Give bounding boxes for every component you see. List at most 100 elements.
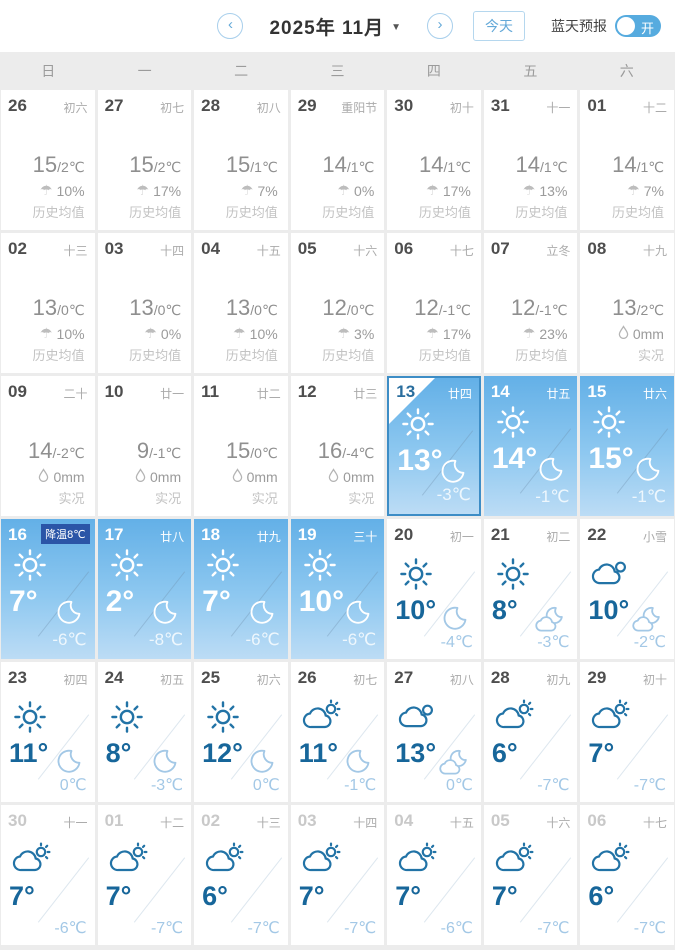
cell-head: 29 初十 <box>580 662 674 688</box>
calendar-cell[interactable]: 12 廿三 16/-4℃ 0mm 实况 <box>290 376 385 516</box>
month-selector[interactable]: 2025年 11月 ▼ <box>269 13 401 40</box>
calendar-cell[interactable]: 26 初六 15/2℃ ☂ 10% 历史均值 <box>1 90 95 230</box>
data-source-note: 历史均值 <box>225 348 278 363</box>
calendar-cell[interactable]: 25 初六 12° 0℃ <box>194 662 288 802</box>
calendar-cell[interactable]: 04 十五 7° -6℃ <box>387 805 481 945</box>
cell-date: 13 <box>396 382 416 401</box>
partly-icon <box>109 842 149 881</box>
cell-head: 06 十七 <box>580 805 674 831</box>
night-temperature: -7℃ <box>247 920 280 937</box>
night-temperature: 0℃ <box>445 777 473 794</box>
cell-head: 29 重阳节 <box>291 90 385 116</box>
umbrella-icon: ☂ <box>627 182 640 198</box>
day-temperature: 7° <box>491 881 518 911</box>
calendar-cell[interactable]: 13 廿四 13° -3℃ <box>387 376 481 516</box>
calendar-cell[interactable]: 08 十九 13/2℃ 0mm 实况 <box>580 233 674 373</box>
calendar-cell[interactable]: 03 十四 7° -7℃ <box>290 805 385 945</box>
prev-month-button[interactable]: ‹ <box>217 13 244 39</box>
night-temperature: -3℃ <box>436 485 471 504</box>
calendar-cell[interactable]: 07 立冬 12/-1℃ ☂ 23% 历史均值 <box>483 233 578 373</box>
calendar-cell[interactable]: 29 重阳节 14/1℃ ☂ 0% 历史均值 <box>290 90 385 230</box>
calendar-cell[interactable]: 24 初五 8° -3℃ <box>97 662 192 802</box>
calendar-cell[interactable]: 06 十七 12/-1℃ ☂ 17% 历史均值 <box>387 233 481 373</box>
data-source-note: 历史均值 <box>515 348 568 363</box>
calendar-cell[interactable]: 02 十三 13/0℃ ☂ 10% 历史均值 <box>1 233 95 373</box>
cell-date: 15 <box>587 382 607 401</box>
night-temperature: -7℃ <box>150 920 184 937</box>
cell-head: 30 十一 <box>1 805 95 831</box>
calendar-cell[interactable]: 09 二十 14/-2℃ 0mm 实况 <box>1 376 95 516</box>
day-temperature: 7° <box>298 881 325 911</box>
data-source-note: 实况 <box>58 491 85 506</box>
next-month-button[interactable]: › <box>427 13 453 39</box>
data-source-note: 历史均值 <box>418 348 471 363</box>
blue-sky-toggle[interactable]: 开 <box>615 15 661 37</box>
calendar-cell[interactable]: 14 廿五 14° -1℃ <box>483 376 578 516</box>
calendar-cell[interactable]: 21 初二 8° -3℃ <box>483 519 578 659</box>
data-source-note: 历史均值 <box>611 205 664 220</box>
calendar-cell[interactable]: 02 十三 6° -7℃ <box>194 805 288 945</box>
precipitation-value: ☂ 0% <box>144 325 182 342</box>
calendar-cell[interactable]: 28 初九 6° -7℃ <box>483 662 578 802</box>
precipitation-value: ☂ 7% <box>627 182 664 199</box>
calendar-cell[interactable]: 16 降温8℃ 7° -6℃ <box>1 519 95 659</box>
calendar-cell[interactable]: 28 初八 15/1℃ ☂ 7% 历史均值 <box>194 90 288 230</box>
calendar-cell[interactable]: 11 廿二 15/0℃ 0mm 实况 <box>194 376 288 516</box>
calendar-cell[interactable]: 06 十七 6° -7℃ <box>580 805 674 945</box>
calendar-cell[interactable]: 30 初十 14/1℃ ☂ 17% 历史均值 <box>387 90 481 230</box>
history-temp: 12/-1℃ <box>510 295 568 320</box>
calendar-cell[interactable]: 26 初七 11° -1℃ <box>290 662 385 802</box>
cell-lunar: 十一 <box>546 101 571 115</box>
day-temperature: 11° <box>9 738 49 768</box>
night-temperature: -1℃ <box>344 777 377 794</box>
cell-date: 21 <box>490 525 510 544</box>
cell-head: 27 初七 <box>98 90 192 116</box>
precipitation-value: ☂ 23% <box>522 325 568 342</box>
calendar-cell[interactable]: 10 廿一 9/-1℃ 0mm 实况 <box>97 376 192 516</box>
calendar-cell[interactable]: 05 十六 7° -7℃ <box>483 805 578 945</box>
calendar-cell[interactable]: 22 小雪 10° -2℃ <box>580 519 674 659</box>
precipitation-value: ☂ 17% <box>426 182 471 199</box>
calendar-cell[interactable]: 01 十二 14/1℃ ☂ 7% 历史均值 <box>580 90 674 230</box>
umbrella-icon: ☂ <box>136 182 150 198</box>
cell-lunar: 初七 <box>160 101 185 115</box>
calendar-cell[interactable]: 18 廿九 7° -6℃ <box>194 519 288 659</box>
cell-lunar: 十七 <box>642 816 667 830</box>
data-source-note: 实况 <box>637 348 664 363</box>
calendar-cell[interactable]: 17 廿八 2° -8℃ <box>97 519 192 659</box>
cell-date: 03 <box>297 811 317 830</box>
data-source-note: 实况 <box>155 491 182 506</box>
cell-head: 19 三十 <box>291 519 385 545</box>
calendar-cell[interactable]: 27 初七 15/2℃ ☂ 17% 历史均值 <box>97 90 192 230</box>
calendar-cell[interactable]: 30 十一 7° -6℃ <box>1 805 95 945</box>
today-button[interactable]: 今天 <box>473 11 525 41</box>
cell-lunar: 初九 <box>546 673 571 687</box>
cell-date: 05 <box>297 239 317 258</box>
calendar-cell[interactable]: 20 初一 10° -4℃ <box>387 519 481 659</box>
calendar-cell[interactable]: 05 十六 12/0℃ ☂ 3% 历史均值 <box>290 233 385 373</box>
cell-lunar: 廿四 <box>447 387 472 401</box>
calendar-cell[interactable]: 15 廿六 15° -1℃ <box>580 376 674 516</box>
sun-icon <box>109 699 145 740</box>
calendar-cell[interactable]: 27 初八 13° 0℃ <box>387 662 481 802</box>
calendar-cell[interactable]: 19 三十 10° -6℃ <box>290 519 385 659</box>
cell-date: 12 <box>297 382 317 401</box>
cell-lunar: 三十 <box>353 530 378 544</box>
cell-head: 26 初六 <box>1 90 95 116</box>
calendar-cell[interactable]: 03 十四 13/0℃ ☂ 0% 历史均值 <box>97 233 192 373</box>
calendar-cell[interactable]: 23 初四 11° 0℃ <box>1 662 95 802</box>
day-temperature: 13° <box>397 444 443 477</box>
night-temperature: -6℃ <box>342 630 377 649</box>
cell-history-block: 13/0℃ ☂ 0% 历史均值 <box>129 295 181 364</box>
calendar-cell[interactable]: 01 十二 7° -7℃ <box>97 805 192 945</box>
data-source-note: 历史均值 <box>515 205 568 220</box>
cell-lunar: 廿五 <box>546 387 571 401</box>
calendar-cell[interactable]: 29 初十 7° -7℃ <box>580 662 674 802</box>
calendar-cell[interactable]: 04 十五 13/0℃ ☂ 10% 历史均值 <box>194 233 288 373</box>
chevron-down-icon: ▼ <box>391 21 401 33</box>
history-temp: 14/1℃ <box>515 152 568 177</box>
precipitation-value: 0mm <box>612 325 664 342</box>
precipitation-value: 0mm <box>318 468 374 485</box>
calendar-cell[interactable]: 31 十一 14/1℃ ☂ 13% 历史均值 <box>483 90 578 230</box>
cell-date: 02 <box>201 811 221 830</box>
